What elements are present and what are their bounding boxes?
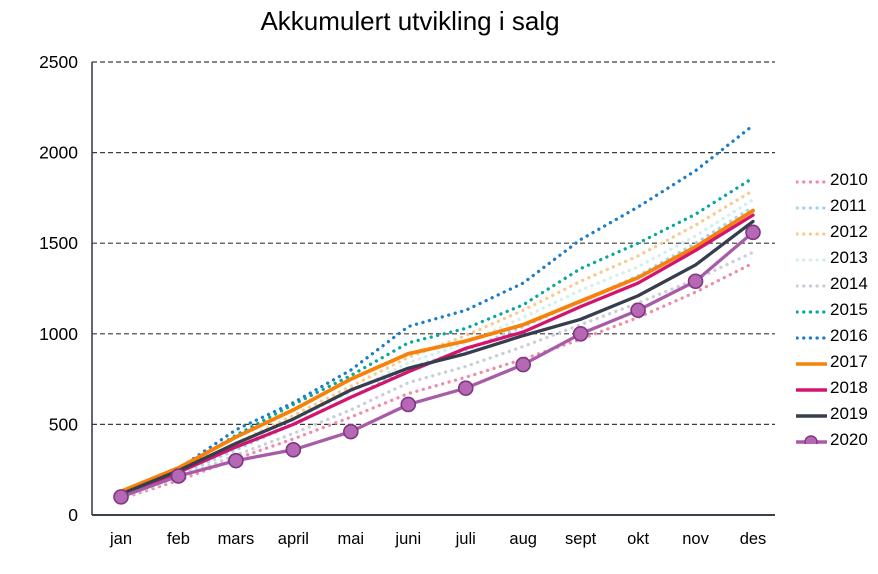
x-tick-label-jan: jan [109,530,132,548]
y-tick-labels: 0 500 1000 1500 2000 2500 [39,52,78,525]
series-2015 [119,176,755,495]
legend-label-2011: 2011 [830,195,867,215]
legend-label-2012: 2012 [830,221,868,241]
series-2020-marker-des [745,224,761,241]
legend-item-2018: 2018 [796,374,868,400]
series-2020-marker-april [285,441,302,458]
series-line-2015 [119,176,755,495]
series-line-2019 [119,219,755,496]
y-tick-label-0: 0 [68,505,78,525]
x-tick-label-sept: sept [565,530,597,548]
legend-item-2012: 2012 [796,218,868,244]
legend-item-2011: 2011 [796,192,868,218]
legend-swatch-2010-icon [796,180,827,184]
series-2020-marker-mars [228,452,244,469]
gridlines [92,61,775,425]
legend-swatch-2014-icon [796,284,827,288]
legend-label-2018: 2018 [830,377,868,397]
series-2020-marker-nov [687,273,704,290]
legend-swatch-2018-icon [796,388,827,392]
x-tick-label-mai: mai [338,530,365,548]
x-tick-label-okt: okt [627,530,649,548]
series-2020-marker-aug [515,356,531,373]
series-2020-marker-mai [343,423,359,440]
x-tick-label-feb: feb [167,530,190,548]
x-tick-label-juli: juli [455,530,476,548]
y-tick-label-2000: 2000 [39,143,78,163]
legend-label-2015: 2015 [830,299,868,319]
series-line-2020 [119,230,755,499]
x-tick-labels: jan feb mars april mai juni juli aug sept okt nov d… [109,530,766,548]
legend-label-2010: 2010 [830,169,868,189]
series-2020-marker-feb [170,468,187,484]
legend-item-2010: 2010 [796,166,868,192]
legend-item-2020: 2020 [796,426,868,452]
x-tick-label-aug: aug [509,530,537,548]
legend-swatch-2017-icon [796,362,827,366]
series-line-2011 [119,205,755,498]
series-2014 [119,250,755,500]
series-2019 [119,219,755,496]
legend-swatch-2012-icon [796,232,827,236]
x-tick-label-juni: juni [394,530,421,548]
legend-swatch-2019-icon [796,414,827,418]
series-2020-marker-jan [113,489,129,505]
legend: 2010 2011 2012 2013 2014 2015 2016 2017 2018 2019… [796,166,868,452]
x-tick-label-mars: mars [218,530,255,548]
series-2020 [119,230,755,499]
legend-swatch-2016-icon [796,336,827,340]
x-tick-label-des: des [740,530,767,548]
y-tick-label-1500: 1500 [39,233,78,253]
series-line-2014 [119,250,755,500]
legend-swatch-2013-icon [796,258,827,262]
x-tick-label-nov: nov [682,530,709,548]
series-2020-marker-juni [400,396,417,413]
series-2020-marker-juli [457,380,474,396]
series-2020-marker-okt [630,302,646,319]
series-line-2010 [119,261,755,501]
chart-title: Akkumulert utvikling i salg [260,6,560,36]
legend-item-2016: 2016 [796,322,868,348]
legend-label-2013: 2013 [830,247,868,267]
series-2011 [119,205,755,498]
y-tick-label-1000: 1000 [39,324,78,344]
series-2017 [119,208,755,494]
series-2016 [119,123,755,495]
legend-label-2014: 2014 [830,273,868,293]
legend-swatch-2011-icon [796,206,827,210]
legend-item-2017: 2017 [796,348,868,374]
legend-label-2020: 2020 [830,429,868,449]
legend-item-2013: 2013 [796,244,868,270]
legend-label-2017: 2017 [830,351,868,371]
legend-label-2019: 2019 [830,403,868,423]
y-tick-label-2500: 2500 [39,52,78,72]
legend-swatch-2020-icon [796,435,827,444]
series-2020-marker-sept [572,325,589,342]
legend-swatch-2015-icon [796,310,827,314]
y-tick-label-500: 500 [49,414,78,434]
legend-label-2016: 2016 [830,325,868,345]
legend-item-2019: 2019 [796,400,868,426]
series-line-2017 [119,208,755,494]
legend-item-2014: 2014 [796,270,868,296]
series-line-2016 [119,123,755,495]
x-tick-label-april: april [278,530,309,548]
legend-item-2015: 2015 [796,296,868,322]
series-2010 [119,261,755,501]
